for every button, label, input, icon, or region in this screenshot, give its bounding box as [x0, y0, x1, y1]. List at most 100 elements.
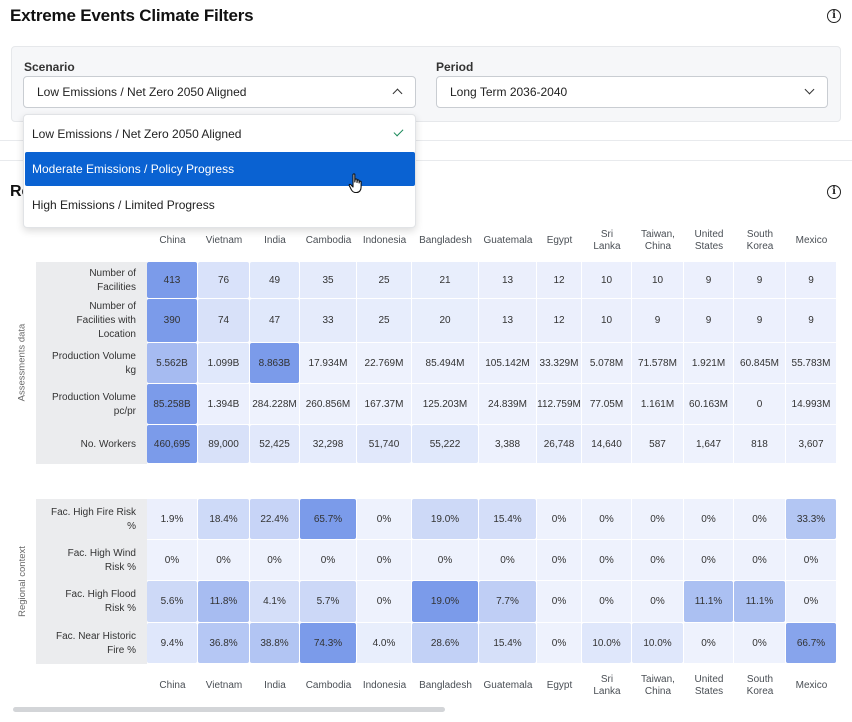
table-cell: 0%	[357, 581, 411, 622]
row-label-text: No. Workers	[80, 438, 136, 450]
table-cell: 55.783M	[786, 343, 836, 383]
row-label-text: Fac. High Fire Risk	[50, 506, 136, 518]
period-select[interactable]: Long Term 2036-2040	[436, 76, 828, 108]
column-header-text: Korea	[746, 241, 774, 252]
table-cell: 8.863B	[250, 343, 299, 383]
scenario-option-moderate[interactable]: Moderate Emissions / Policy Progress	[25, 152, 415, 186]
table-cell: 9	[684, 299, 733, 342]
hand-cursor-icon	[348, 173, 362, 194]
table-cell: 85.494M	[412, 343, 478, 383]
table-cell: 3,607	[786, 425, 836, 463]
table-cell: 76	[198, 262, 249, 298]
divider	[0, 140, 852, 141]
table-cell: 71.578M	[632, 343, 683, 383]
table-cell: 0%	[357, 499, 411, 539]
info-icon[interactable]: i	[827, 9, 841, 23]
row-label-text: Fac. High Wind	[67, 547, 136, 559]
column-header-text: United	[694, 674, 724, 685]
table-cell: 25	[357, 262, 411, 298]
table-cell: 5.078M	[582, 343, 631, 383]
table-cell: 10	[582, 299, 631, 342]
column-header-text: Sri	[600, 674, 614, 685]
scenario-option-low[interactable]: Low Emissions / Net Zero 2050 Aligned	[25, 117, 415, 151]
info-icon[interactable]: i	[827, 185, 841, 199]
table-cell: 0%	[537, 581, 581, 622]
table-cell: 105.142M	[479, 343, 536, 383]
column-header-bottom: Egypt	[537, 680, 582, 692]
table-cell: 1.394B	[198, 384, 249, 424]
row-label-text: Risk %	[104, 561, 136, 573]
row-label: Production Volume kg	[44, 343, 136, 384]
table-cell: 0%	[537, 499, 581, 539]
table-cell: 587	[632, 425, 683, 463]
table-cell: 33.3%	[786, 499, 836, 539]
row-label-text: Facilities with	[76, 315, 136, 326]
table-cell: 38.8%	[250, 623, 299, 663]
table-cell: 89,000	[198, 425, 249, 463]
table-cell: 260.856M	[300, 384, 356, 424]
column-header-bottom: Mexico	[786, 680, 837, 692]
table-cell: 0%	[250, 540, 299, 580]
scenario-select[interactable]: Low Emissions / Net Zero 2050 Aligned	[23, 76, 416, 108]
column-header-text: Egypt	[546, 680, 573, 691]
table-cell: 4.0%	[357, 623, 411, 663]
column-header-bottom: South Korea	[734, 674, 786, 698]
table-cell: 12	[537, 262, 581, 298]
row-label-text: Production Volume	[52, 391, 136, 403]
table-cell: 0%	[734, 623, 785, 663]
table-cell: 0%	[582, 540, 631, 580]
column-header-text: Guatemala	[483, 680, 533, 691]
table-cell: 10	[632, 262, 683, 298]
table-cell: 33.329M	[537, 343, 581, 383]
table-cell: 284.228M	[250, 384, 299, 424]
column-header-text: China	[159, 235, 186, 246]
scenario-option-high[interactable]: High Emissions / Limited Progress	[25, 188, 415, 222]
table-cell: 5.6%	[147, 581, 197, 622]
table-cell: 11.1%	[684, 581, 733, 622]
option-label: Moderate Emissions / Policy Progress	[32, 162, 235, 176]
table-cell: 65.7%	[300, 499, 356, 539]
row-label: Number of Facilities with Location	[44, 299, 136, 343]
group-label: Assessments data	[16, 323, 28, 402]
row-label-text: kg	[125, 364, 136, 376]
table-cell: 0%	[632, 499, 683, 539]
group-label-background	[36, 262, 147, 464]
table-cell: 20	[412, 299, 478, 342]
table-cell: 9	[632, 299, 683, 342]
option-label: Low Emissions / Net Zero 2050 Aligned	[32, 127, 242, 141]
column-header-top: Indonesia	[357, 235, 412, 247]
table-cell: 9.4%	[147, 623, 197, 663]
check-icon	[393, 126, 404, 137]
column-header-text: Indonesia	[362, 680, 407, 691]
column-header-text: Cambodia	[305, 235, 352, 246]
column-header-text: States	[694, 241, 724, 252]
table-cell: 0%	[786, 581, 836, 622]
column-header-top: Bangladesh	[412, 235, 479, 247]
table-cell: 77.05M	[582, 384, 631, 424]
row-label: Fac. Near Historic Fire %	[44, 623, 136, 664]
horizontal-scrollbar[interactable]	[13, 707, 445, 712]
column-header-top: Vietnam	[198, 235, 250, 247]
table-cell: 125.203M	[412, 384, 478, 424]
table-cell: 49	[250, 262, 299, 298]
table-cell: 0%	[300, 540, 356, 580]
table-cell: 13	[479, 262, 536, 298]
column-header-text: United	[694, 229, 724, 240]
table-cell: 0%	[684, 499, 733, 539]
row-label-text: Facilities	[97, 281, 136, 293]
table-cell: 0%	[537, 623, 581, 663]
table-cell: 818	[734, 425, 785, 463]
table-cell: 5.562B	[147, 343, 197, 383]
column-header-text: China	[159, 680, 186, 691]
column-header-bottom: Guatemala	[479, 680, 537, 692]
row-label-text: Fac. Near Historic	[55, 630, 136, 642]
row-label-text: Fac. High Flood	[65, 589, 136, 600]
table-cell: 24.839M	[479, 384, 536, 424]
column-header-text: Lanka	[593, 241, 621, 252]
column-header-text: Vietnam	[205, 680, 243, 691]
option-label: High Emissions / Limited Progress	[32, 198, 215, 212]
table-cell: 28.6%	[412, 623, 478, 663]
chevron-up-icon	[392, 88, 403, 99]
column-header-text: Mexico	[795, 680, 828, 691]
table-cell: 413	[147, 262, 197, 298]
